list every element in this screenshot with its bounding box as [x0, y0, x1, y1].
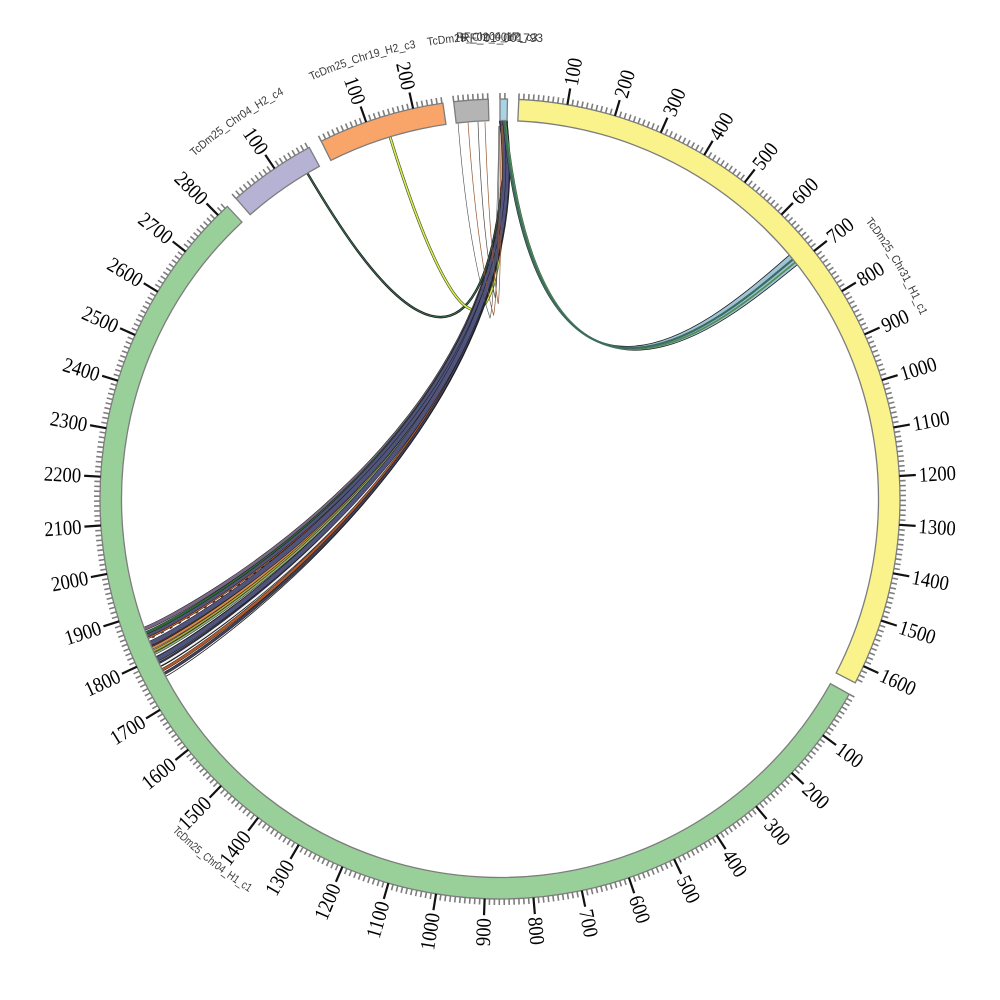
svg-text:RF_01_001793: RF_01_001793 — [461, 31, 543, 45]
svg-text:2200: 2200 — [43, 462, 81, 488]
svg-text:1000: 1000 — [415, 911, 445, 952]
svg-text:200: 200 — [391, 60, 420, 92]
svg-text:2100: 2100 — [44, 515, 83, 541]
svg-text:700: 700 — [574, 907, 603, 939]
svg-text:1200: 1200 — [918, 461, 957, 487]
svg-text:900: 900 — [471, 918, 496, 947]
svg-text:RF_02_0017: RF_02_0017 — [456, 30, 519, 44]
svg-text:1300: 1300 — [918, 514, 957, 540]
svg-text:800: 800 — [523, 916, 549, 946]
svg-text:100: 100 — [559, 56, 587, 88]
